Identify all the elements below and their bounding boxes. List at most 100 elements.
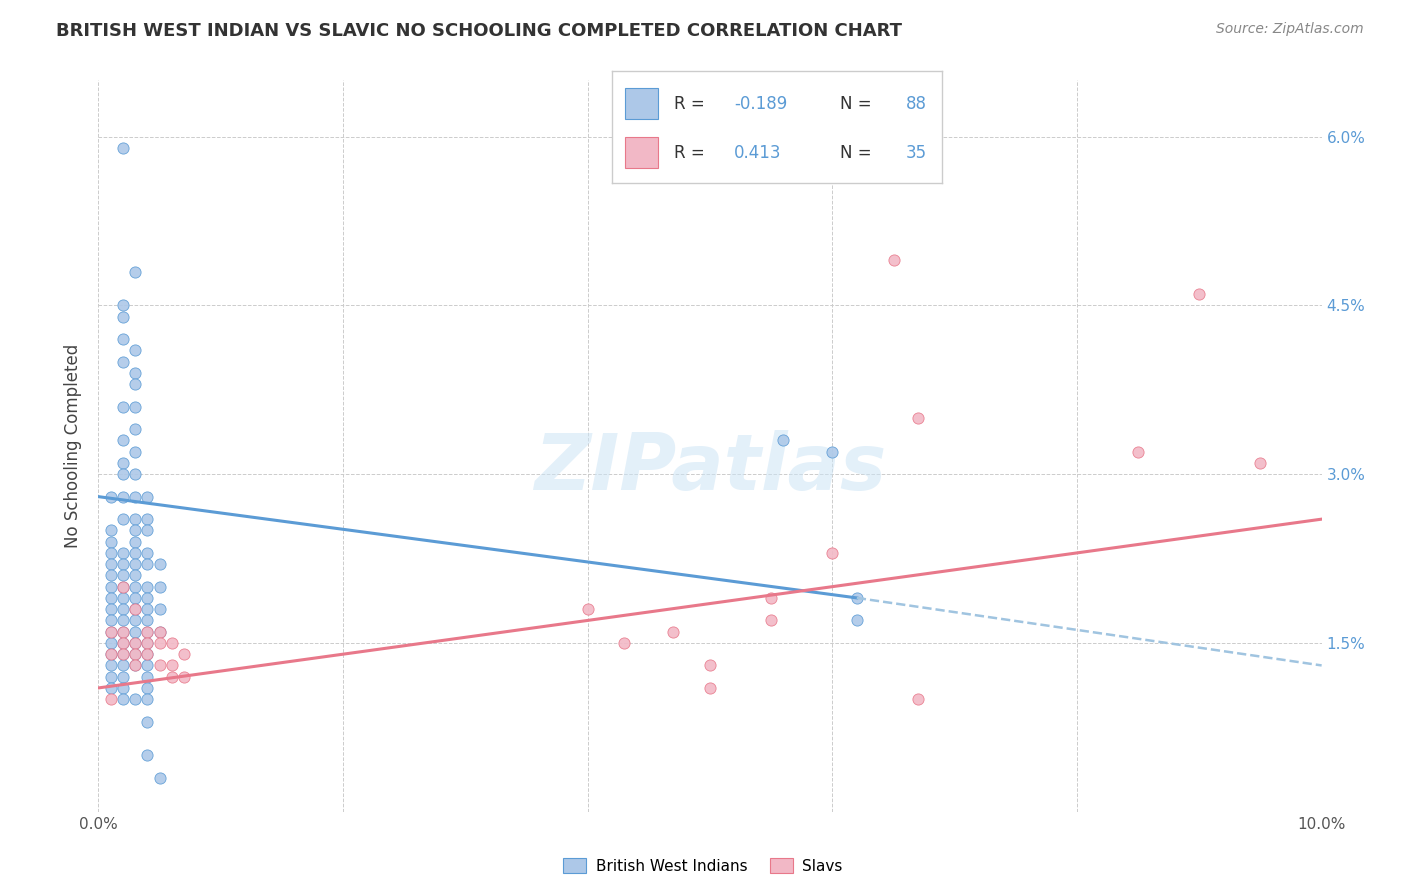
Point	[821, 546, 844, 560]
Text: 0.413: 0.413	[734, 144, 782, 161]
Point	[111, 400, 134, 414]
Point	[124, 602, 146, 616]
Point	[100, 546, 122, 560]
Point	[124, 343, 146, 358]
Point	[111, 658, 134, 673]
Point	[100, 524, 122, 538]
Point	[136, 658, 159, 673]
Point	[136, 602, 159, 616]
Point	[124, 366, 146, 380]
Point	[124, 658, 146, 673]
Point	[111, 636, 134, 650]
Point	[821, 444, 844, 458]
Point	[772, 434, 794, 448]
Point	[124, 534, 146, 549]
Point	[100, 591, 122, 605]
Point	[136, 681, 159, 695]
Text: R =: R =	[675, 144, 716, 161]
Point	[124, 636, 146, 650]
Point	[111, 298, 134, 312]
Point	[136, 557, 159, 571]
Point	[124, 557, 146, 571]
Point	[111, 557, 134, 571]
Point	[136, 524, 159, 538]
Bar	[624, 137, 658, 169]
Point	[100, 681, 122, 695]
Point	[845, 614, 868, 628]
Bar	[624, 88, 658, 120]
Y-axis label: No Schooling Completed: No Schooling Completed	[65, 344, 83, 548]
Point	[136, 580, 159, 594]
Point	[111, 681, 134, 695]
Point	[136, 624, 159, 639]
Point	[149, 557, 172, 571]
Legend: British West Indians, Slavs: British West Indians, Slavs	[557, 852, 849, 880]
Point	[124, 467, 146, 482]
Point	[111, 434, 134, 448]
Point	[111, 602, 134, 616]
Text: BRITISH WEST INDIAN VS SLAVIC NO SCHOOLING COMPLETED CORRELATION CHART: BRITISH WEST INDIAN VS SLAVIC NO SCHOOLI…	[56, 22, 903, 40]
Point	[111, 512, 134, 526]
Point	[124, 512, 146, 526]
Point	[136, 647, 159, 661]
Point	[1188, 287, 1211, 301]
Point	[100, 647, 122, 661]
Point	[149, 624, 172, 639]
Point	[149, 580, 172, 594]
Text: Source: ZipAtlas.com: Source: ZipAtlas.com	[1216, 22, 1364, 37]
Point	[160, 670, 183, 684]
Text: -0.189: -0.189	[734, 95, 787, 112]
Point	[111, 647, 134, 661]
Point	[124, 580, 146, 594]
Point	[149, 602, 172, 616]
Text: N =: N =	[839, 95, 876, 112]
Point	[111, 490, 134, 504]
Point	[136, 546, 159, 560]
Text: 35: 35	[905, 144, 927, 161]
Point	[100, 636, 122, 650]
Point	[136, 614, 159, 628]
Point	[100, 602, 122, 616]
Point	[111, 310, 134, 324]
Point	[136, 647, 159, 661]
Point	[662, 624, 685, 639]
Point	[907, 410, 929, 425]
Point	[160, 658, 183, 673]
Point	[124, 400, 146, 414]
Point	[124, 602, 146, 616]
Point	[149, 658, 172, 673]
Point	[100, 670, 122, 684]
Point	[100, 647, 122, 661]
Point	[100, 624, 122, 639]
Point	[124, 264, 146, 278]
Point	[845, 591, 868, 605]
Point	[100, 658, 122, 673]
Point	[136, 748, 159, 763]
Point	[111, 636, 134, 650]
Point	[124, 377, 146, 392]
Point	[576, 602, 599, 616]
Point	[111, 591, 134, 605]
Point	[111, 692, 134, 706]
Point	[149, 771, 172, 785]
Point	[124, 444, 146, 458]
Point	[136, 624, 159, 639]
Point	[111, 568, 134, 582]
Point	[111, 580, 134, 594]
Point	[759, 614, 782, 628]
Point	[111, 332, 134, 346]
Point	[160, 636, 183, 650]
Point	[149, 624, 172, 639]
Point	[136, 591, 159, 605]
Point	[111, 624, 134, 639]
Point	[111, 670, 134, 684]
Point	[111, 580, 134, 594]
Point	[100, 580, 122, 594]
Point	[149, 636, 172, 650]
Point	[124, 490, 146, 504]
Point	[100, 568, 122, 582]
Point	[907, 692, 929, 706]
Point	[136, 636, 159, 650]
Point	[100, 557, 122, 571]
Point	[111, 546, 134, 560]
